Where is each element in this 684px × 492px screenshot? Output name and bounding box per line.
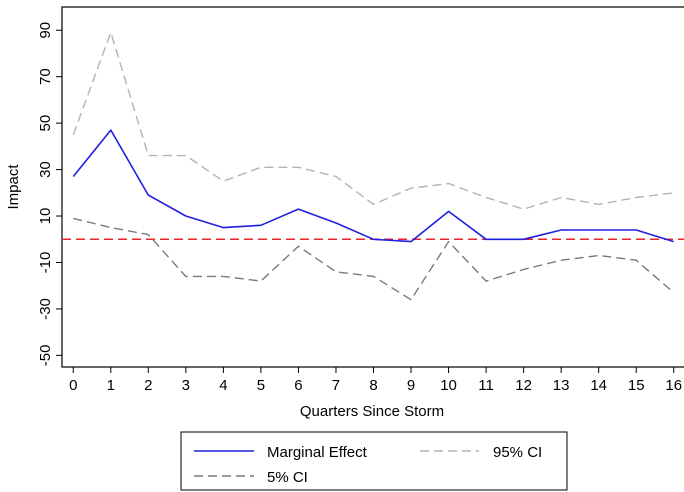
y-tick-label: -30 (37, 298, 54, 320)
legend: Marginal Effect 95% CI 5% CI (180, 431, 568, 491)
series-layer (72, 31, 675, 301)
y-tick-label: 30 (37, 161, 54, 178)
x-tick-label: 8 (369, 377, 377, 394)
x-axis-ticks: 0 1 2 3 4 5 6 7 8 9 10 11 12 13 14 15 16 (69, 367, 682, 394)
plot-frame (61, 6, 684, 368)
series-line-95-ci (72, 31, 674, 210)
x-tick-label: 0 (69, 377, 77, 394)
x-tick-label: 9 (407, 377, 415, 394)
x-tick-label: 11 (478, 377, 494, 394)
x-tick-label: 4 (219, 377, 227, 394)
x-tick-label: 10 (440, 377, 457, 394)
legend-box (180, 431, 568, 491)
series-line-5-ci (73, 217, 675, 301)
x-tick-label: 2 (144, 377, 152, 394)
y-tick-label: -50 (37, 345, 54, 367)
legend-label-95-ci: 95% CI (493, 444, 542, 461)
y-tick-label: 70 (37, 68, 54, 85)
x-tick-label: 5 (257, 377, 265, 394)
series-line-marginal-effect (72, 129, 674, 243)
x-tick-label: 13 (553, 377, 570, 394)
x-tick-label: 15 (628, 377, 645, 394)
x-axis-label: Quarters Since Storm (300, 403, 444, 420)
legend-label-5-ci: 5% CI (267, 469, 308, 486)
y-tick-label: 50 (37, 115, 54, 132)
y-axis-label: Impact (5, 164, 22, 210)
x-tick-label: 12 (515, 377, 532, 394)
y-tick-label: -10 (37, 252, 54, 274)
x-tick-label: 1 (107, 377, 115, 394)
x-tick-label: 16 (665, 377, 682, 394)
y-tick-label: 10 (37, 208, 54, 225)
legend-label-marginal-effect: Marginal Effect (267, 444, 368, 461)
x-tick-label: 6 (294, 377, 302, 394)
x-tick-label: 3 (182, 377, 190, 394)
x-tick-label: 7 (332, 377, 340, 394)
y-axis-ticks: -50 -30 -10 10 30 50 70 90 (37, 22, 62, 366)
y-tick-label: 90 (37, 22, 54, 39)
x-tick-label: 14 (590, 377, 607, 394)
